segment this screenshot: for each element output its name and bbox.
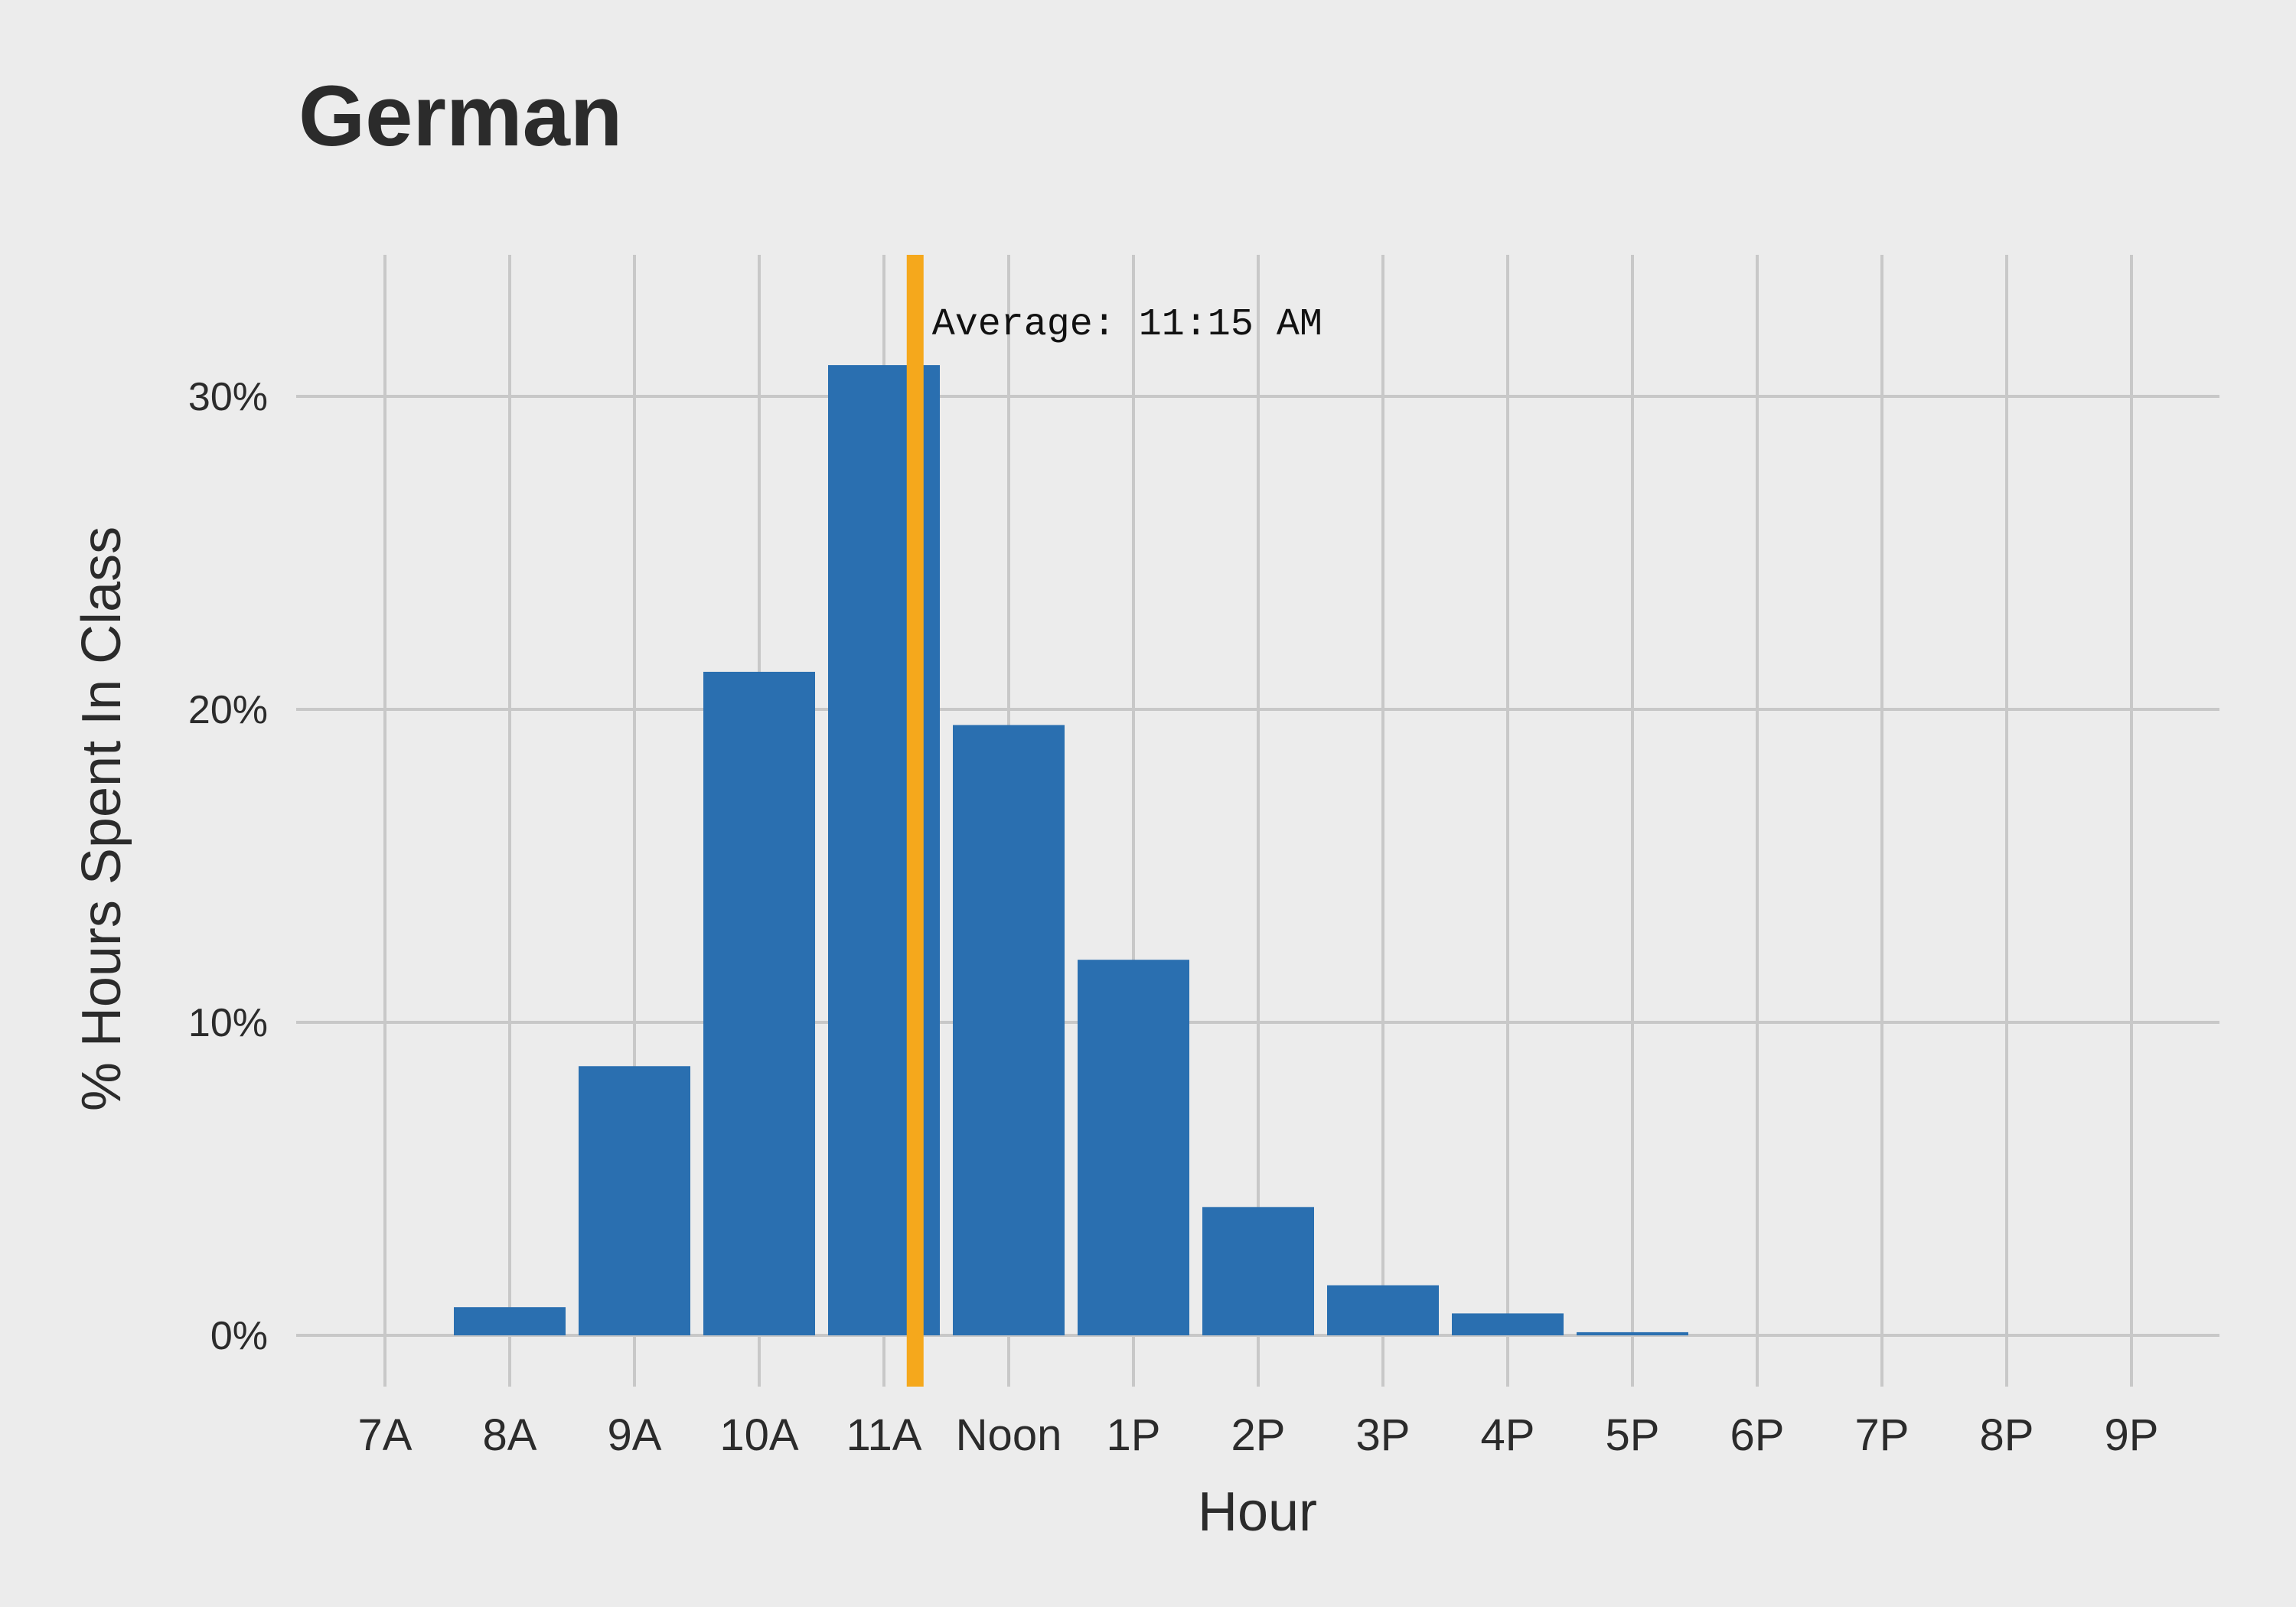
- bar: [1452, 1313, 1564, 1335]
- bar: [1202, 1207, 1314, 1335]
- bar: [454, 1307, 566, 1335]
- x-tick-label: 2P: [1231, 1410, 1286, 1460]
- y-tick-label: 0%: [210, 1314, 268, 1358]
- y-tick-labels: 0% 10% 20% 30%: [188, 375, 268, 1358]
- y-tick-label: 20%: [188, 688, 268, 732]
- grid: [296, 255, 2219, 1387]
- y-tick-label: 30%: [188, 375, 268, 419]
- bar: [1078, 960, 1189, 1335]
- average-label: Average: 11:15 AM: [932, 303, 1322, 347]
- x-tick-label: 11A: [846, 1410, 922, 1460]
- x-tick-label: 4P: [1481, 1410, 1535, 1460]
- x-tick-label: 10A: [719, 1410, 799, 1460]
- y-tick-label: 10%: [188, 1001, 268, 1045]
- y-axis-label: % Hours Spent In Class: [71, 526, 132, 1111]
- bar: [579, 1066, 690, 1335]
- chart-title: German: [298, 68, 622, 164]
- bar: [1327, 1285, 1439, 1335]
- x-tick-label: 6P: [1730, 1410, 1785, 1460]
- x-tick-label: 5P: [1606, 1410, 1660, 1460]
- x-tick-label: 1P: [1107, 1410, 1161, 1460]
- x-tick-label: 9A: [608, 1410, 662, 1460]
- x-tick-label: 8A: [483, 1410, 537, 1460]
- x-tick-label: 8P: [1980, 1410, 2034, 1460]
- x-tick-label: 3P: [1356, 1410, 1411, 1460]
- bar: [1577, 1332, 1688, 1335]
- x-tick-label: 9P: [2105, 1410, 2159, 1460]
- bar: [703, 671, 815, 1335]
- x-tick-label: 7P: [1855, 1410, 1910, 1460]
- x-tick-labels: 7A 8A 9A 10A 11A Noon 1P 2P 3P 4P 5P 6P 7P 8P 9P: [358, 1410, 2159, 1460]
- x-tick-label: 7A: [358, 1410, 413, 1460]
- bar: [953, 725, 1065, 1335]
- x-axis-label: Hour: [1198, 1482, 1317, 1543]
- x-tick-label: Noon: [956, 1410, 1062, 1460]
